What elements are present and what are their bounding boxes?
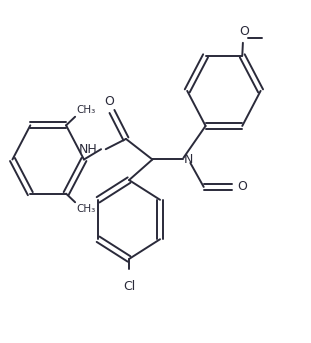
Text: Cl: Cl — [123, 280, 135, 293]
Text: CH₃: CH₃ — [77, 204, 96, 214]
Text: N: N — [183, 153, 193, 166]
Text: O: O — [237, 180, 247, 193]
Text: CH₃: CH₃ — [77, 105, 96, 115]
Text: O: O — [239, 25, 249, 38]
Text: NH: NH — [79, 143, 98, 156]
Text: O: O — [104, 95, 114, 108]
